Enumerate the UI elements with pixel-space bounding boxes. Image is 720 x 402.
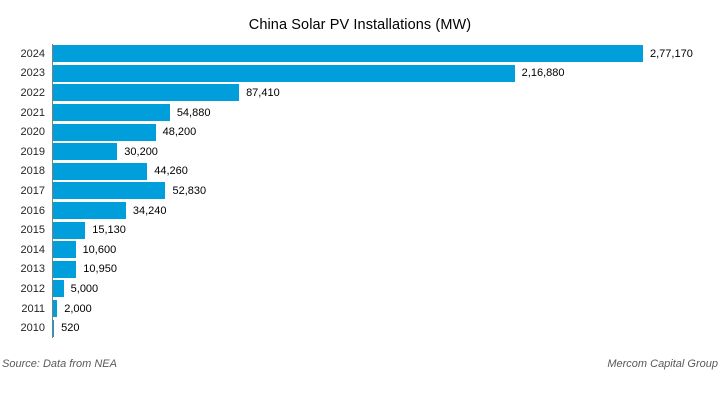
bar-row: 2019 30,200	[0, 141, 720, 162]
data-label: 34,240	[132, 204, 167, 217]
y-axis-label: 2020	[20, 126, 45, 139]
y-axis-label: 2015	[20, 224, 45, 237]
bar	[53, 241, 76, 259]
y-axis-label: 2021	[20, 106, 45, 119]
bar-row: 2024 2,77,170	[0, 44, 720, 64]
bar-track: 44,260	[52, 161, 720, 182]
bar	[53, 104, 170, 122]
bar-track: 5,000	[52, 279, 720, 299]
bar	[53, 202, 126, 220]
bar	[53, 300, 58, 318]
bar	[53, 260, 77, 278]
bar	[53, 123, 156, 141]
bar-track: 30,200	[52, 141, 720, 162]
bar-row: 2022 87,410	[0, 83, 720, 103]
data-label: 44,260	[154, 165, 188, 178]
bar-row: 2010 520	[0, 318, 720, 338]
chart-title: China Solar PV Installations (MW)	[248, 17, 472, 33]
bar	[53, 143, 118, 161]
bar	[53, 45, 643, 63]
data-label: 30,200	[124, 145, 158, 158]
chart-footer: Source: Data from NEA Mercom Capital Gro…	[2, 358, 718, 370]
bar-row: 2012 5,000	[0, 279, 720, 299]
y-axis-label: 2012	[20, 282, 45, 295]
bar-row: 2015 15,130	[0, 220, 720, 240]
y-axis-label: 2013	[20, 263, 45, 276]
bar-track: 54,880	[52, 102, 720, 123]
bar	[53, 162, 148, 180]
y-axis-label: 2017	[20, 184, 45, 197]
brand-credit: Mercom Capital Group	[607, 358, 718, 370]
data-label: 15,130	[92, 224, 126, 237]
bar-row: 2020 48,200	[0, 122, 720, 142]
data-label: 2,77,170	[650, 47, 693, 60]
y-axis-label: 2022	[20, 86, 45, 99]
y-axis-label: 2011	[21, 302, 45, 315]
data-label: 520	[61, 322, 80, 335]
y-axis-label: 2018	[20, 165, 45, 178]
bar-track: 15,130	[52, 220, 720, 240]
data-label: 2,16,880	[521, 67, 565, 80]
bar	[53, 280, 64, 298]
bar-track: 34,240	[52, 200, 720, 221]
bar-row: 2014 10,600	[0, 239, 720, 260]
bar-row: 2016 34,240	[0, 200, 720, 221]
data-label: 54,880	[176, 106, 211, 119]
data-label: 10,950	[83, 263, 117, 276]
y-axis-label: 2019	[20, 145, 45, 158]
bar	[53, 319, 55, 337]
bar-row: 2011 2,000	[0, 298, 720, 319]
bar-track: 10,600	[52, 239, 720, 260]
data-label: 87,410	[246, 86, 280, 99]
bar-track: 87,410	[52, 83, 720, 103]
y-axis-label: 2016	[20, 204, 45, 217]
y-axis-label: 2010	[20, 322, 45, 335]
bar	[53, 182, 166, 200]
data-label: 5,000	[70, 282, 99, 295]
bar-row: 2021 54,880	[0, 102, 720, 123]
bar-track: 52,830	[52, 181, 720, 201]
bar-row: 2018 44,260	[0, 161, 720, 182]
data-label: 48,200	[162, 126, 197, 139]
data-label: 2,000	[64, 302, 92, 315]
source-note: Source: Data from NEA	[2, 358, 117, 370]
bar-row: 2023 2,16,880	[0, 63, 720, 84]
data-label: 52,830	[172, 184, 207, 197]
y-axis-label: 2023	[20, 67, 45, 80]
y-axis-label: 2014	[20, 243, 45, 256]
plot-area: 2024 2,77,170 2023 2,16,880 2022 87,410 2021 54…	[0, 44, 720, 338]
y-axis-label: 2024	[20, 47, 45, 60]
bar	[53, 84, 240, 102]
bar-track: 2,16,880	[52, 63, 720, 84]
data-label: 10,600	[82, 243, 117, 256]
bar-track: 2,77,170	[52, 44, 720, 64]
bar-row: 2017 52,830	[0, 181, 720, 201]
bar-track: 10,950	[52, 259, 720, 280]
bar	[53, 64, 515, 82]
bar-row: 2013 10,950	[0, 259, 720, 280]
bar	[53, 221, 86, 239]
bar-track: 48,200	[52, 122, 720, 142]
bar-track: 2,000	[52, 298, 720, 319]
bar-track: 520	[52, 318, 720, 338]
